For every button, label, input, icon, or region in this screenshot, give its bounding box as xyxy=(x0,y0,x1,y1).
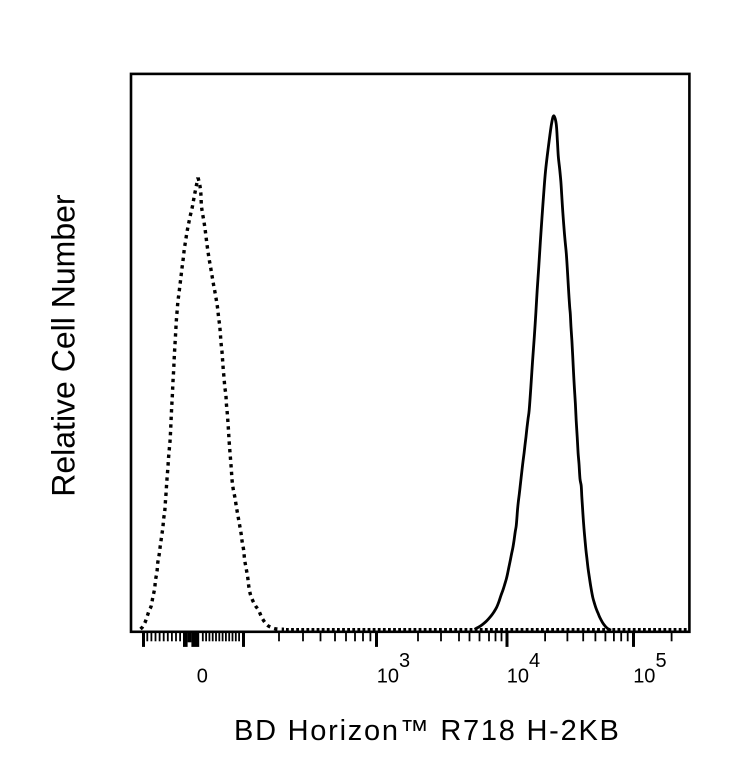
svg-text:BD Horizon™ R718 H-2KB: BD Horizon™ R718 H-2KB xyxy=(234,715,621,747)
svg-text:Relative Cell Number: Relative Cell Number xyxy=(46,194,82,497)
svg-text:0: 0 xyxy=(197,666,208,688)
